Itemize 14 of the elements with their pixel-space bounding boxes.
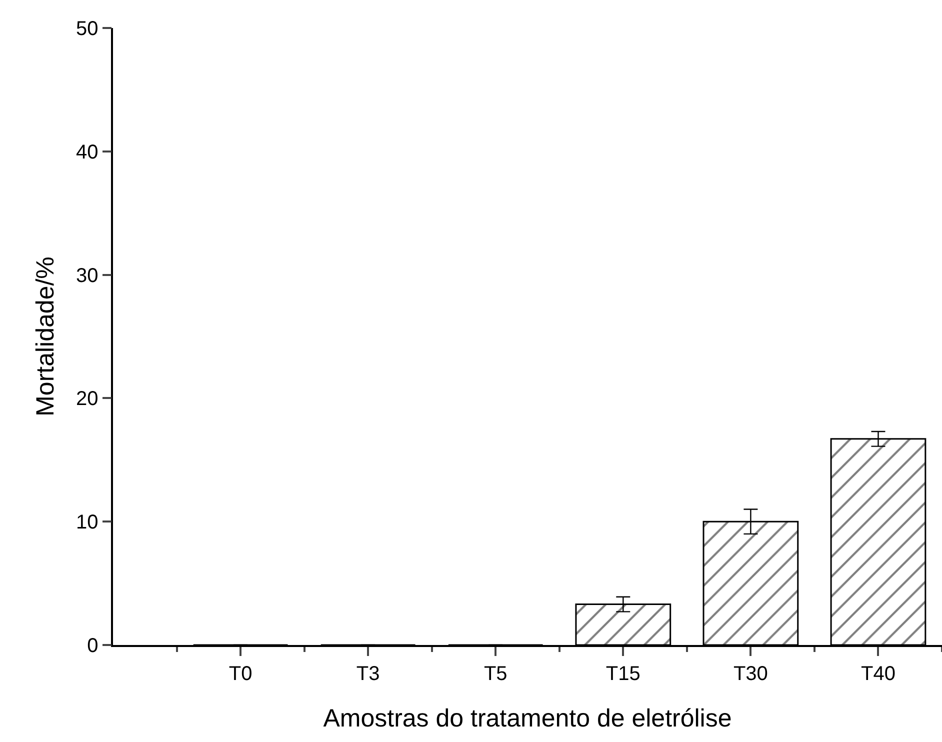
x-tick-label: T30 [733, 662, 768, 685]
x-tick-label: T40 [860, 662, 896, 685]
x-axis-title: Amostras do tratamento de eletrólise [323, 704, 732, 732]
y-tick-label: 40 [76, 141, 98, 164]
y-tick-label: 0 [87, 635, 98, 657]
y-tick-label: 10 [76, 512, 98, 534]
x-tick-label: T5 [484, 662, 508, 685]
x-tick-label: T3 [356, 662, 380, 685]
y-tick-label: 50 [76, 18, 98, 40]
y-tick-label: 20 [76, 388, 98, 410]
x-tick-label: T15 [606, 662, 640, 685]
y-tick-label: 30 [76, 264, 98, 287]
x-tick-label: T0 [228, 662, 252, 685]
y-axis-title: Mortalidade/% [31, 256, 60, 416]
